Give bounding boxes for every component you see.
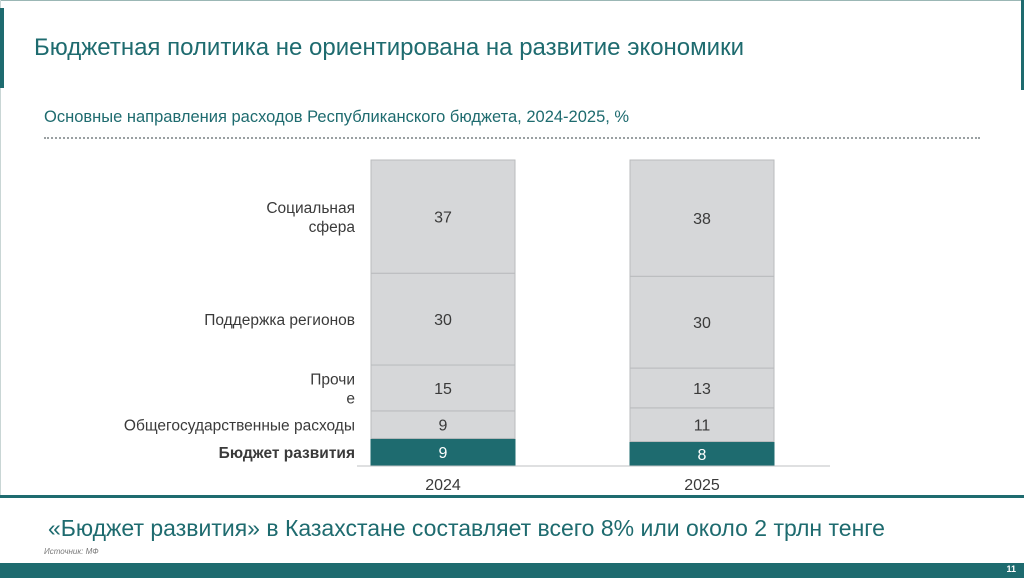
data-label: 8: [698, 447, 707, 464]
series-label-line: е: [346, 390, 355, 407]
conclusion-divider: [0, 495, 1024, 498]
series-label-line: Социальная: [266, 200, 355, 217]
data-label: 13: [693, 381, 711, 398]
data-label: 9: [439, 418, 448, 435]
data-label: 30: [693, 315, 711, 332]
x-tick-label: 2025: [684, 477, 720, 494]
source-note: Источник: МФ: [44, 547, 99, 556]
data-label: 37: [434, 210, 452, 227]
footer-bar: [0, 563, 1024, 578]
bar-segment: [629, 159, 775, 277]
bar-segment: [629, 275, 775, 369]
bar-segment: [629, 367, 775, 409]
data-label: 9: [439, 445, 448, 462]
title-left-accent: [0, 8, 4, 88]
x-tick-label: 2024: [425, 477, 461, 494]
stacked-bar-chart: 9 9 15 30 37 2024 8 11 13 30 38 2025 Бюджет развития…: [124, 159, 830, 494]
data-label: 38: [693, 211, 711, 228]
data-label: 11: [694, 418, 711, 435]
dotted-divider: [44, 137, 980, 139]
series-label: Бюджет развития: [219, 445, 355, 462]
slide-top-border: [0, 0, 1024, 1]
series-label: Прочи е: [310, 371, 355, 407]
series-label-line: сфера: [309, 219, 356, 236]
slide-title: Бюджетная политика не ориентирована на р…: [34, 34, 744, 61]
series-label-line: Бюджет развития: [219, 445, 355, 462]
slide-left-border: [0, 0, 1, 496]
bar-segment: [370, 410, 516, 439]
conclusion-text: «Бюджет развития» в Казахстане составляе…: [48, 515, 885, 541]
page-number: 11: [1006, 564, 1016, 574]
title-right-accent: [1021, 0, 1024, 90]
bar-segment: [370, 364, 516, 412]
series-label: Поддержка регионов: [204, 312, 355, 329]
series-label-line: Поддержка регионов: [204, 312, 355, 329]
data-label: 30: [434, 312, 452, 329]
chart-title: Основные направления расходов Республика…: [44, 108, 630, 126]
series-label: Общегосударственные расходы: [124, 418, 355, 435]
series-label: Социальная сфера: [266, 200, 355, 236]
data-label: 15: [434, 381, 452, 398]
series-label-line: Прочи: [310, 371, 355, 388]
series-label-line: Общегосударственные расходы: [124, 418, 355, 435]
bar-segment: [370, 159, 516, 274]
